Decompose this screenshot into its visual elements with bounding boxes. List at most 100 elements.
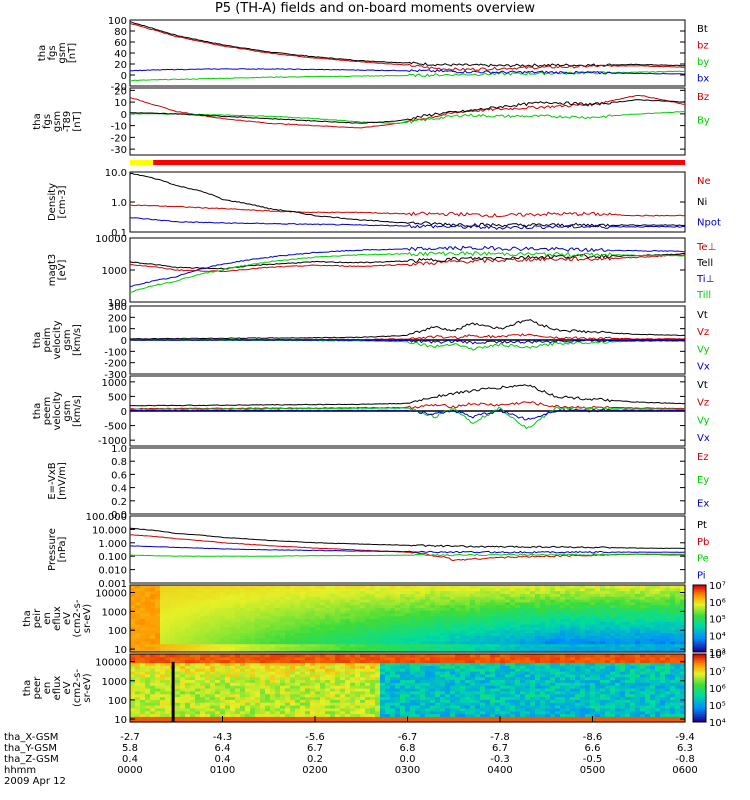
- spectrogram-cell: [270, 656, 276, 661]
- spectrogram-cell: [470, 713, 476, 717]
- spectrogram-cell: [245, 696, 251, 700]
- spectrogram-cell: [480, 685, 486, 689]
- spectrogram-cell: [150, 716, 156, 720]
- spectrogram-cell: [255, 607, 261, 611]
- spectrogram-cell: [230, 682, 236, 686]
- spectrogram-cell: [490, 702, 496, 706]
- spectrogram-cell: [190, 638, 196, 642]
- spectrogram-cell: [525, 590, 531, 594]
- spectrogram-cell: [625, 612, 631, 617]
- spectrogram-cell: [660, 585, 666, 589]
- spectrogram-cell: [430, 626, 436, 631]
- spectrogram-cell: [630, 632, 636, 636]
- spectrogram-cell: [535, 587, 541, 592]
- spectrogram-cell: [400, 702, 406, 706]
- spectrogram-cell: [320, 656, 326, 661]
- spectrogram-cell: [455, 646, 461, 650]
- spectrogram-cell: [590, 607, 596, 611]
- spectrogram-cell: [155, 685, 161, 689]
- spectrogram-cell: [145, 668, 151, 672]
- spectrogram-cell: [335, 696, 341, 700]
- spectrogram-cell: [565, 618, 571, 622]
- spectrogram-cell: [185, 668, 191, 672]
- spectrogram-cell: [655, 604, 661, 608]
- spectrogram-cell: [365, 585, 371, 589]
- spectrogram-cell: [435, 682, 441, 686]
- spectrogram-cell: [480, 612, 486, 617]
- spectrogram-cell: [380, 659, 386, 664]
- spectrogram-cell: [165, 696, 171, 700]
- spectrogram-cell: [510, 710, 516, 715]
- spectrogram-cell: [145, 598, 151, 603]
- spectrogram-cell: [630, 593, 636, 597]
- spectrogram-cell: [630, 598, 636, 603]
- spectrogram-cell: [610, 607, 616, 611]
- spectrogram-cell: [350, 659, 356, 664]
- y-tick-label: 10.0: [105, 168, 127, 179]
- spectrogram-cell: [170, 607, 176, 611]
- spectrogram-cell: [650, 590, 656, 594]
- spectrogram-cell: [550, 702, 556, 706]
- spectrogram-cell: [385, 662, 391, 666]
- spectrogram-cell: [600, 612, 606, 617]
- spectrogram-cell: [500, 668, 506, 672]
- spectrogram-cell: [205, 601, 211, 606]
- spectrogram-cell: [515, 713, 521, 717]
- spectrogram-cell: [425, 676, 431, 681]
- spectrogram-cell: [470, 707, 476, 712]
- spectrogram-cell: [455, 696, 461, 700]
- spectrogram-cell: [190, 590, 196, 594]
- spectrogram-cell: [540, 607, 546, 611]
- spectrogram-cell: [275, 676, 281, 681]
- y-tick-label: 20: [114, 60, 127, 71]
- spectrogram-cell: [150, 604, 156, 608]
- spectrogram-cell: [475, 693, 481, 698]
- spectrogram-cell: [365, 615, 371, 620]
- spectrogram-cell: [165, 705, 171, 709]
- spectrogram-cell: [440, 719, 446, 723]
- spectrogram-cell: [385, 668, 391, 672]
- spectrogram-cell: [195, 621, 201, 625]
- spectrogram-cell: [535, 649, 541, 653]
- spectrogram-cell: [650, 593, 656, 597]
- spectrogram-cell: [160, 626, 166, 631]
- spectrogram-cell: [590, 593, 596, 597]
- spectrogram-cell: [145, 612, 151, 617]
- spectrogram-cell: [585, 607, 591, 611]
- spectrogram-cell: [315, 638, 321, 642]
- spectrogram-cell: [230, 688, 236, 692]
- spectrogram-cell: [200, 716, 206, 720]
- spectrogram-cell: [585, 590, 591, 594]
- spectrogram-cell: [190, 640, 196, 645]
- spectrogram-cell: [235, 685, 241, 689]
- spectrogram-cell: [545, 699, 551, 703]
- spectrogram-cell: [500, 596, 506, 600]
- spectrogram-cell: [505, 646, 511, 650]
- spectrogram-cell: [500, 635, 506, 639]
- spectrogram-cell: [485, 671, 491, 675]
- spectrogram-cell: [500, 612, 506, 617]
- spectrogram-cell: [220, 621, 226, 625]
- spectrogram-cell: [320, 710, 326, 715]
- spectrogram-cell: [370, 659, 376, 664]
- spectrogram-cell: [265, 632, 271, 636]
- spectrogram-cell: [430, 607, 436, 611]
- legend-entry: Vy: [697, 344, 710, 355]
- spectrogram-cell: [150, 690, 156, 695]
- spectrogram-cell: [320, 690, 326, 695]
- spectrogram-cell: [235, 607, 241, 611]
- spectrogram-cell: [265, 598, 271, 603]
- spectrogram-cell: [585, 587, 591, 592]
- spectrogram-cell: [505, 676, 511, 681]
- spectrogram-cell: [275, 682, 281, 686]
- spectrogram-cell: [165, 624, 171, 628]
- spectrogram-cell: [215, 702, 221, 706]
- spectrogram-cell: [490, 607, 496, 611]
- spectrogram-cell: [140, 690, 146, 695]
- spectrogram-cell: [565, 585, 571, 589]
- spectrogram-cell: [320, 662, 326, 666]
- spectrogram-cell: [405, 615, 411, 620]
- spectrogram-cell: [255, 693, 261, 698]
- spectrogram-cell: [250, 621, 256, 625]
- spectrogram-cell: [500, 654, 506, 658]
